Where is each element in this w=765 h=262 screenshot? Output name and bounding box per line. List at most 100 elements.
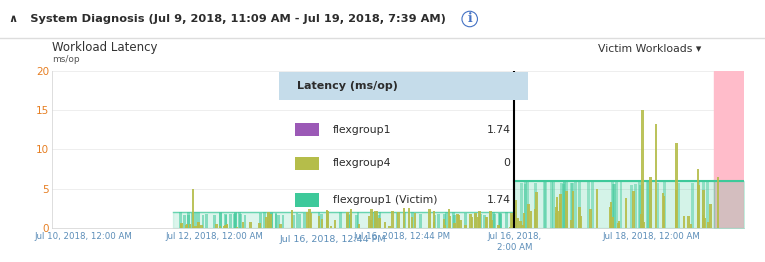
Bar	[181, 223, 183, 228]
Bar	[377, 215, 380, 228]
Bar	[647, 181, 649, 228]
Bar	[509, 227, 511, 228]
Bar	[565, 181, 568, 228]
Bar	[334, 220, 337, 228]
Text: ms/op: ms/op	[52, 56, 80, 64]
Bar	[202, 215, 204, 228]
Bar	[269, 214, 272, 228]
Bar	[519, 183, 522, 228]
Bar	[411, 217, 413, 228]
Bar	[677, 183, 680, 228]
Bar	[292, 215, 295, 228]
Bar	[298, 214, 301, 228]
Bar	[215, 224, 217, 228]
Bar	[271, 214, 273, 228]
Bar	[588, 180, 590, 228]
Bar	[500, 214, 503, 228]
Bar	[448, 209, 451, 228]
Bar	[267, 212, 270, 228]
Bar	[234, 213, 237, 228]
Bar	[479, 215, 482, 228]
Bar	[448, 216, 451, 228]
Bar	[706, 180, 709, 228]
Bar	[295, 157, 319, 170]
Bar	[220, 213, 222, 228]
Bar	[233, 214, 236, 228]
Bar	[610, 181, 614, 228]
Bar	[191, 212, 194, 228]
Bar	[189, 224, 191, 228]
Bar	[389, 226, 391, 228]
Bar	[534, 209, 536, 228]
Text: flexgroup1 (Victim): flexgroup1 (Victim)	[333, 195, 437, 205]
Bar	[223, 226, 226, 228]
Bar	[326, 214, 329, 228]
Bar	[641, 184, 643, 228]
Bar	[663, 181, 666, 228]
Bar	[545, 180, 547, 228]
Bar	[238, 212, 241, 228]
Bar	[434, 215, 437, 228]
Bar	[408, 208, 410, 228]
Bar	[339, 212, 342, 228]
Bar	[639, 185, 641, 228]
Bar	[563, 180, 565, 228]
Bar	[543, 181, 545, 228]
Bar	[611, 217, 614, 228]
Bar	[428, 209, 431, 228]
Bar	[259, 212, 262, 228]
Bar	[519, 221, 522, 228]
Bar	[697, 169, 699, 228]
Bar	[277, 215, 280, 228]
Bar	[714, 71, 744, 228]
Bar	[555, 197, 558, 228]
Bar	[524, 184, 526, 228]
Bar	[317, 212, 321, 228]
Bar	[534, 183, 537, 228]
Bar	[318, 216, 321, 228]
Bar	[321, 214, 324, 228]
Bar	[477, 217, 480, 228]
Bar	[194, 226, 197, 228]
Bar	[675, 190, 677, 228]
Bar	[510, 213, 513, 228]
Bar	[511, 215, 513, 228]
Bar	[303, 213, 306, 228]
Bar	[243, 215, 246, 228]
Bar	[558, 211, 561, 228]
Bar	[485, 217, 487, 228]
Bar	[267, 221, 270, 228]
Text: 1.74: 1.74	[487, 125, 510, 135]
Bar	[702, 181, 705, 228]
Bar	[205, 214, 207, 228]
Bar	[704, 219, 706, 228]
Bar	[219, 212, 222, 228]
Bar	[522, 213, 526, 228]
Bar	[641, 110, 644, 228]
Bar	[374, 211, 377, 228]
Text: ∧   System Diagnosis (Jul 9, 2018, 11:09 AM - Jul 19, 2018, 7:39 AM): ∧ System Diagnosis (Jul 9, 2018, 11:09 A…	[9, 14, 446, 24]
Bar	[184, 215, 186, 228]
Bar	[570, 220, 572, 228]
Bar	[306, 212, 309, 228]
Bar	[200, 225, 203, 228]
Bar	[525, 180, 527, 228]
Bar	[379, 212, 381, 228]
Bar	[620, 181, 623, 228]
Bar	[258, 223, 261, 228]
Text: 0: 0	[503, 158, 510, 168]
Bar	[265, 217, 268, 228]
Bar	[374, 213, 376, 228]
Bar	[308, 209, 311, 228]
Bar	[223, 225, 226, 228]
Bar	[376, 211, 378, 228]
Bar	[649, 181, 653, 228]
Bar	[187, 215, 190, 228]
Bar	[591, 181, 594, 228]
Text: ℹ: ℹ	[467, 13, 472, 25]
Bar	[562, 184, 565, 228]
Bar	[192, 189, 194, 228]
Bar	[560, 183, 563, 228]
Bar	[459, 220, 462, 228]
Bar	[640, 214, 643, 228]
